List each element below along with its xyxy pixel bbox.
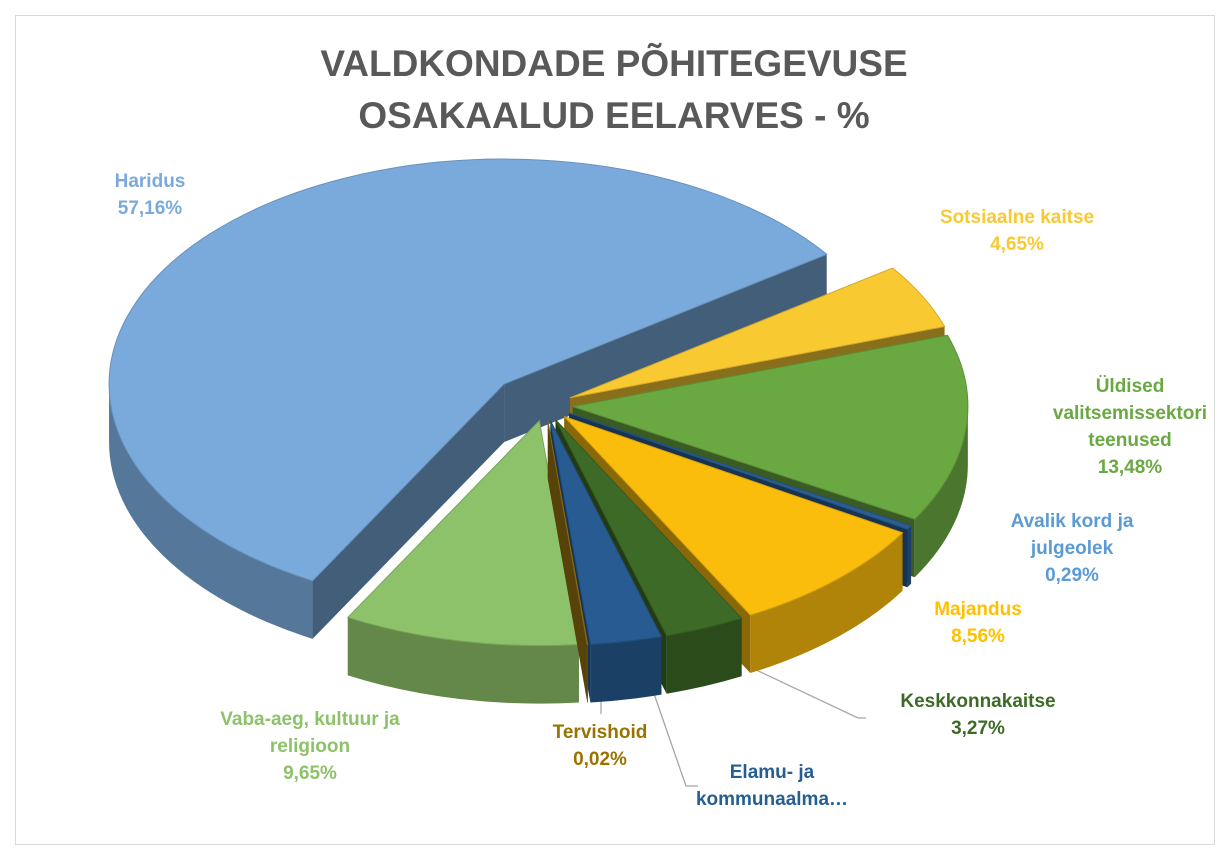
data-label: Elamu- ja kommunaalma… (672, 759, 872, 813)
category-label: Elamu- ja kommunaalma… (695, 762, 849, 810)
chart-border (15, 15, 1215, 845)
leader-line (751, 667, 866, 719)
chart-title: VALDKONDADE PÕHITEGEVUSE OSAKAALUD EELAR… (320, 43, 908, 136)
data-label: Keskkonnakaitse 3,27% (868, 688, 1088, 742)
value-label: 3,27% (951, 718, 1005, 739)
category-label: Haridus (114, 171, 186, 192)
slice-top (108, 158, 828, 582)
slice (346, 419, 580, 704)
data-label: Avalik kord ja julgeolek 0,29% (997, 508, 1147, 589)
slice-top (549, 420, 663, 646)
data-label: Majandus 8,56% (908, 596, 1048, 650)
slice-side (547, 420, 588, 703)
leader-line (651, 687, 698, 787)
category-label: Majandus (934, 599, 1022, 620)
value-label: 57,16% (117, 198, 183, 219)
data-label: Vaba-aeg, kultuur ja religioon 9,65% (180, 706, 440, 787)
value-label: 4,65% (990, 234, 1044, 255)
category-label: Sotsiaalne kaitse (939, 207, 1095, 228)
value-label: 9,65% (283, 763, 337, 784)
category-label: Keskkonnakaitse (900, 691, 1056, 712)
slice (547, 420, 589, 703)
slice-top (563, 416, 904, 616)
category-label: Üldised valitsemissektori teenused (1052, 376, 1208, 451)
slice-wall (590, 636, 662, 703)
data-label: Haridus 57,16% (50, 168, 250, 222)
slice-top (547, 420, 589, 646)
slice-wall (347, 617, 579, 704)
slice-wall (914, 406, 968, 578)
value-label: 8,56% (951, 626, 1005, 647)
slice-top (570, 334, 969, 520)
value-label: 0,29% (1045, 565, 1099, 586)
data-label: Üldised valitsemissektori teenused 13,48% (1045, 373, 1215, 481)
slice-wall (109, 384, 313, 639)
category-label: Tervishoid (552, 722, 648, 743)
data-label: Sotsiaalne kaitse 4,65% (907, 204, 1127, 258)
value-label: 0,02% (573, 749, 627, 770)
category-label: Vaba-aeg, kultuur ja religioon (220, 709, 400, 757)
slice-wall (907, 525, 912, 588)
data-label: Tervishoid 0,02% (530, 719, 670, 773)
slice-side (312, 384, 505, 639)
slice-top (569, 267, 946, 399)
slice-wall (666, 618, 742, 694)
slice-wall (750, 532, 903, 674)
slice-top (555, 419, 743, 637)
slice-top (568, 412, 912, 530)
slice-top (346, 419, 580, 647)
value-label: 13,48% (1097, 457, 1163, 478)
category-label: Avalik kord ja julgeolek (1010, 511, 1134, 559)
